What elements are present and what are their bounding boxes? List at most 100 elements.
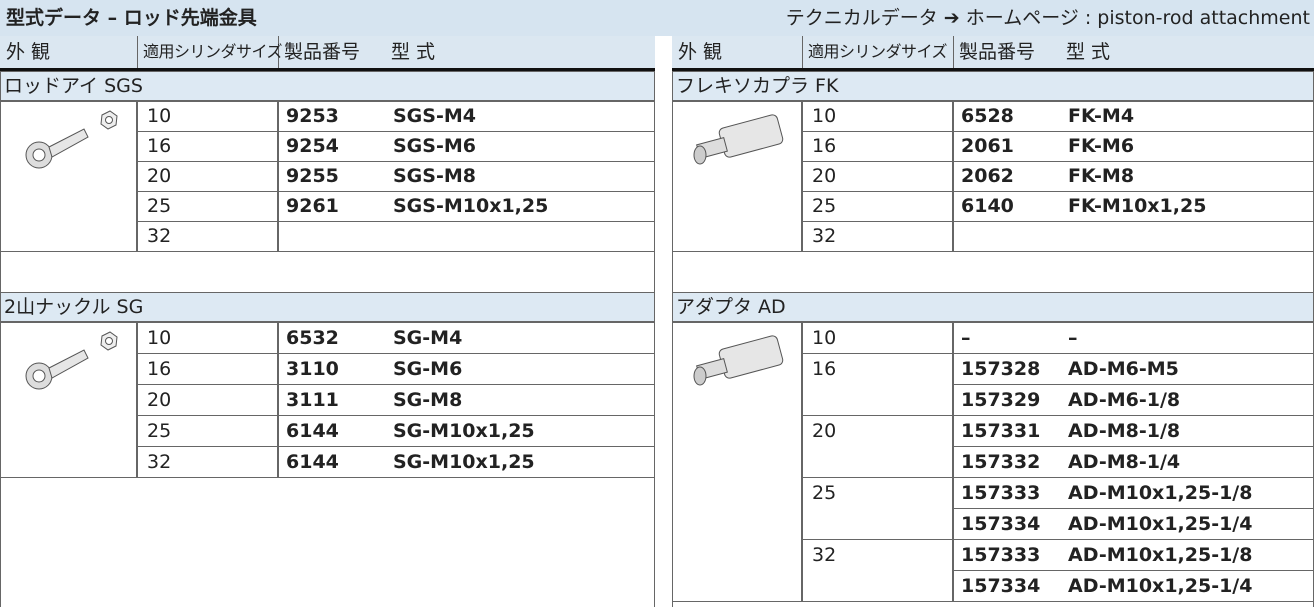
column-divider — [137, 36, 138, 68]
product-image — [25, 331, 118, 390]
column-divider — [278, 36, 279, 68]
cylinder-size: 20 — [812, 419, 837, 442]
column-header-bg — [672, 36, 1314, 68]
section-name: ロッドアイ SGS — [4, 75, 143, 97]
size-cell — [137, 446, 278, 478]
cylinder-size: 10 — [147, 105, 172, 127]
model: AD-M6-M5 — [1068, 357, 1179, 380]
column-header: 外 観 — [678, 41, 723, 63]
part-number: 157329 — [961, 388, 1041, 411]
image-cell — [672, 322, 802, 602]
cylinder-size: 32 — [147, 450, 172, 473]
cylinder-size: 16 — [812, 357, 837, 380]
column-divider — [802, 36, 803, 68]
cylinder-size: 16 — [147, 357, 172, 380]
spacer-row — [0, 251, 655, 293]
column-header: 適用シリンダサイズ — [808, 42, 948, 61]
size-cell — [802, 539, 953, 602]
spacer-row — [672, 251, 1314, 293]
model: SGS-M10x1,25 — [393, 195, 549, 217]
model: – — [1068, 326, 1078, 349]
cylinder-size: 32 — [812, 543, 837, 566]
empty-cell — [278, 221, 655, 252]
part-number: 6528 — [961, 105, 1014, 127]
column-header: 適用シリンダサイズ — [143, 42, 283, 61]
cylinder-size: 16 — [812, 135, 837, 157]
model: SG-M10x1,25 — [393, 419, 535, 442]
model: AD-M8-1/4 — [1068, 450, 1181, 473]
title: 型式データ – ロッド先端金具 — [6, 7, 257, 29]
part-number: 2062 — [961, 165, 1014, 187]
column-header-bg — [0, 36, 655, 68]
model: AD-M10x1,25-1/8 — [1068, 543, 1253, 566]
column-header: 外 観 — [6, 41, 51, 63]
column-header: 型 式 — [391, 41, 436, 63]
cylinder-size: 20 — [147, 388, 172, 411]
model: FK-M10x1,25 — [1068, 195, 1207, 217]
header-rule — [672, 68, 1314, 71]
item-cell — [278, 446, 655, 478]
model: AD-M10x1,25-1/4 — [1068, 512, 1253, 535]
empty-cell — [953, 221, 1314, 252]
section-header — [0, 71, 655, 101]
part-number: 157333 — [961, 543, 1041, 566]
cylinder-size: 10 — [147, 326, 172, 349]
part-number: 6144 — [286, 450, 339, 473]
section-header — [672, 71, 1314, 101]
header-rule — [0, 68, 655, 71]
section-header — [0, 292, 655, 322]
model: SG-M4 — [393, 326, 463, 349]
part-number: 157331 — [961, 419, 1041, 442]
cylinder-size: 32 — [812, 225, 837, 247]
part-number: 3111 — [286, 388, 339, 411]
model: SG-M6 — [393, 357, 463, 380]
part-number: – — [961, 326, 971, 349]
cylinder-size: 20 — [812, 165, 837, 187]
model: SGS-M8 — [393, 165, 476, 187]
part-number: 3110 — [286, 357, 339, 380]
model: SG-M8 — [393, 388, 463, 411]
cylinder-size: 25 — [812, 195, 837, 217]
part-number: 6532 — [286, 326, 339, 349]
item-cell — [953, 322, 1314, 354]
part-number: 9253 — [286, 105, 339, 127]
part-number: 6144 — [286, 419, 339, 442]
part-number: 9254 — [286, 135, 339, 157]
title-bar — [0, 0, 1314, 36]
cylinder-size: 10 — [812, 326, 837, 349]
cylinder-size: 32 — [147, 225, 172, 247]
product-image — [25, 110, 118, 169]
cylinder-size: 16 — [147, 135, 172, 157]
part-number: 157328 — [961, 357, 1041, 380]
model: FK-M6 — [1068, 135, 1135, 157]
model: AD-M10x1,25-1/4 — [1068, 574, 1253, 597]
part-number: 9255 — [286, 165, 339, 187]
part-number: 6140 — [961, 195, 1014, 217]
column-header: 製品番号 — [284, 41, 361, 63]
model: SGS-M6 — [393, 135, 476, 157]
model: AD-M6-1/8 — [1068, 388, 1181, 411]
cylinder-size: 20 — [147, 165, 172, 187]
part-number: 9261 — [286, 195, 339, 217]
model: AD-M8-1/8 — [1068, 419, 1181, 442]
column-header: 製品番号 — [959, 41, 1036, 63]
part-number: 157334 — [961, 574, 1041, 597]
section-name: フレキソカプラ FK — [676, 75, 839, 97]
model: FK-M8 — [1068, 165, 1135, 187]
section-header — [672, 292, 1314, 322]
section-name: アダプタ AD — [676, 296, 786, 318]
product-image — [693, 335, 784, 386]
part-number: 157334 — [961, 512, 1041, 535]
cylinder-size: 10 — [812, 105, 837, 127]
column-divider — [953, 36, 954, 68]
model: SG-M10x1,25 — [393, 450, 535, 473]
column-header: 型 式 — [1066, 41, 1111, 63]
part-number: 157332 — [961, 450, 1041, 473]
image-cell — [0, 322, 137, 478]
model: FK-M4 — [1068, 105, 1135, 127]
section-name: 2山ナックル SG — [4, 296, 144, 318]
product-image — [693, 114, 784, 165]
model: AD-M10x1,25-1/8 — [1068, 481, 1253, 504]
part-number: 2061 — [961, 135, 1014, 157]
